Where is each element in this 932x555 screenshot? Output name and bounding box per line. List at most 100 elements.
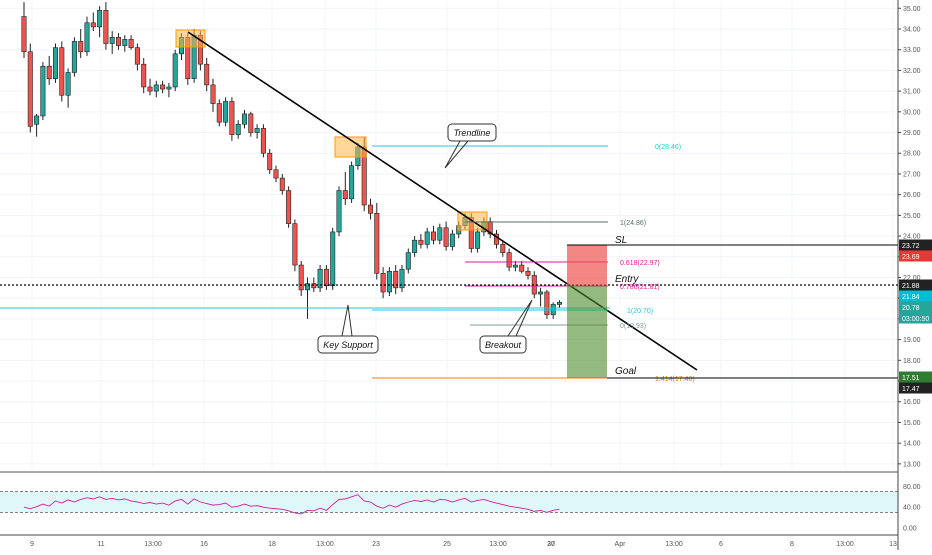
candle-body (34, 115, 40, 125)
fib-level-label: 1(24.86) (620, 220, 646, 227)
candle (147, 78, 153, 96)
candle-body (393, 270, 399, 289)
candle (78, 28, 84, 58)
candle (97, 6, 103, 38)
candle (235, 120, 241, 139)
entry-label: Entry (615, 274, 639, 285)
candle (90, 12, 96, 32)
candle (204, 57, 210, 92)
candle (65, 68, 71, 108)
candle-body (216, 103, 222, 123)
price-badge-bg (899, 301, 932, 313)
candle (134, 43, 140, 71)
candle-body (97, 10, 103, 28)
candle-body (475, 231, 481, 249)
candle-body (254, 128, 260, 133)
candle-body (512, 264, 518, 268)
fib-level-label: 0(28.46) (655, 144, 681, 151)
candle (229, 97, 235, 141)
candle-body (538, 291, 544, 295)
candle (430, 225, 436, 245)
candle-body (84, 22, 90, 53)
candle-body (235, 123, 241, 135)
candle-body (109, 36, 115, 44)
fib-level-label: 1(20.70) (627, 308, 653, 315)
candle (27, 43, 33, 133)
candle-body (500, 244, 506, 253)
candle (424, 227, 430, 249)
candle-body (437, 227, 443, 241)
price-tick-label: 27.00 (903, 171, 921, 178)
candle (128, 35, 134, 50)
candle-body (298, 264, 304, 291)
candle-body (405, 252, 411, 270)
candle-body (556, 302, 562, 305)
time-tick-label: 11 (97, 541, 104, 548)
candle-body (418, 239, 424, 245)
rsi-band (0, 491, 898, 513)
candle-body (78, 41, 84, 53)
breakout-callout-bubble (479, 335, 527, 354)
candle-body (260, 128, 266, 154)
price-badge-text: 17.51 (902, 375, 920, 382)
price-badge: 17.47 (899, 382, 932, 394)
candle-body (367, 204, 373, 214)
time-tick-label: 30 (547, 541, 555, 548)
price-badge: 23.69 (899, 250, 932, 262)
price-tick-label: 24.00 (903, 234, 921, 241)
candle-body (141, 63, 147, 88)
price-tick-label: 30.00 (903, 109, 921, 116)
candle (210, 78, 216, 112)
time-tick-label: 13:00 (665, 541, 683, 548)
candle-body (323, 268, 329, 287)
candle (323, 265, 329, 290)
price-tick-label: 16.00 (903, 399, 921, 406)
price-tick-label: 19.00 (903, 337, 921, 344)
time-tick-label: 23 (372, 541, 380, 548)
price-tick-label: 26.00 (903, 192, 921, 199)
candle-body (242, 113, 248, 125)
price-badge-text: 03:00:50 (902, 316, 929, 323)
price-tick-label: 32.00 (903, 68, 921, 75)
price-tick-label: 13.00 (903, 461, 921, 468)
price-tick-label: 28.00 (903, 151, 921, 158)
candle-body (128, 39, 134, 48)
candle (342, 171, 348, 206)
candle (116, 33, 122, 50)
candle-body (386, 270, 392, 293)
candle (304, 277, 310, 319)
candle-body (59, 47, 65, 96)
candle-body (147, 86, 153, 92)
price-badge-bg (899, 371, 932, 383)
price-badge-bg (899, 382, 932, 394)
candle-body (449, 233, 455, 247)
candle-body (172, 53, 178, 88)
candle (71, 37, 77, 77)
candle-body (160, 84, 166, 90)
candle (437, 223, 443, 245)
price-tick-label: 25.00 (903, 213, 921, 220)
target-zone (567, 285, 607, 378)
candle (242, 109, 248, 129)
candle-body (311, 283, 317, 289)
time-tick-label: 6 (719, 541, 723, 548)
price-badge-bg (899, 312, 932, 324)
candle-body (103, 10, 109, 44)
candle-body (210, 84, 216, 104)
key-support-callout-bubble (317, 335, 379, 354)
rsi-tick-label: 40.00 (903, 505, 921, 512)
price-badge: 21.88 (899, 279, 932, 291)
fib-level-label: 1.414(17.48) (655, 376, 695, 383)
candle (298, 260, 304, 297)
price-badge: 17.51 (899, 371, 932, 383)
candle (40, 62, 46, 121)
candle-body (21, 16, 27, 53)
candle (349, 161, 355, 203)
price-badge: 23.72 (899, 239, 932, 251)
candle (216, 99, 222, 127)
candle (544, 289, 550, 319)
candle-body (336, 190, 342, 233)
trendline-callout-text: Trendline (454, 128, 491, 138)
